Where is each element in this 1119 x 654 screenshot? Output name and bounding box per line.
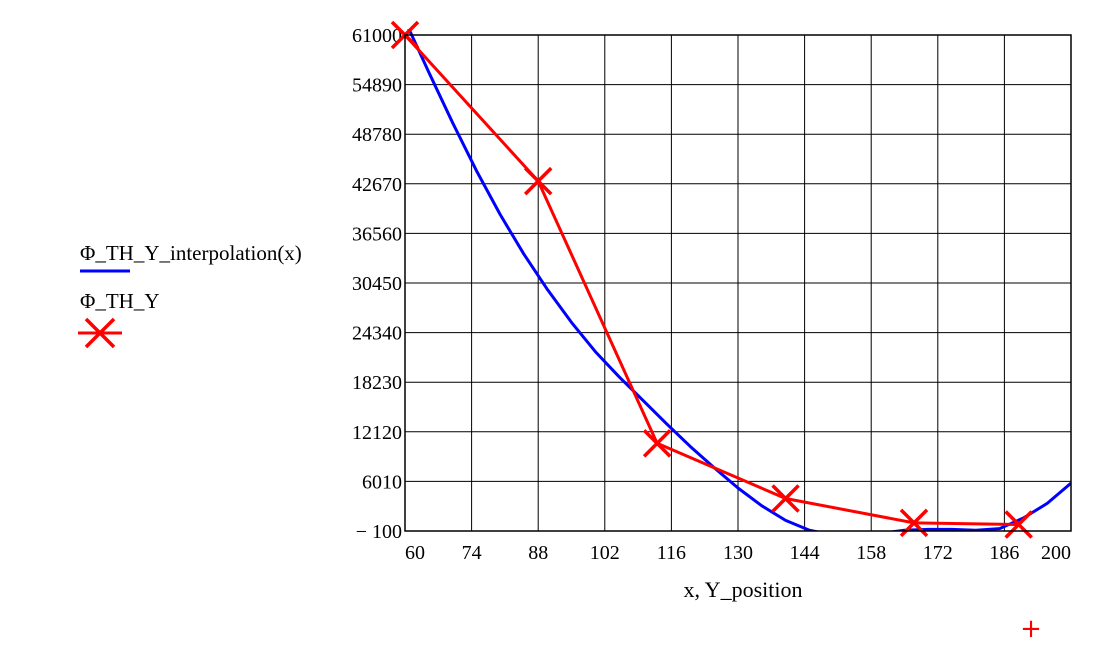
- x-tick-labels: 60 74 88 102 116 130 144 158 172 186 200: [405, 542, 1071, 564]
- x-tick-label: 130: [723, 542, 753, 564]
- y-tick-label: 42670: [352, 174, 402, 196]
- y-tick-label: 54890: [352, 75, 402, 97]
- data-point-marker: [1004, 510, 1033, 539]
- y-tick-label: 24340: [352, 323, 402, 345]
- y-tick-label: 30450: [352, 273, 402, 295]
- legend-label-phi-th-y: Φ_TH_Y: [80, 289, 160, 313]
- series-line-1: [405, 33, 1019, 526]
- legend: Φ_TH_Y_interpolation(x) Φ_TH_Y: [78, 241, 302, 349]
- grid: [404, 34, 1072, 532]
- y-tick-label: − 100: [356, 521, 402, 543]
- plot-frame: [404, 34, 1072, 532]
- stray-plus-marker: +: [1020, 614, 1042, 644]
- data-point-marker: [771, 484, 800, 513]
- series-layer: [390, 20, 1071, 539]
- x-axis-title: x, Y_position: [684, 577, 803, 602]
- y-tick-label: 18230: [352, 372, 402, 394]
- x-tick-label: 144: [790, 542, 820, 564]
- legend-label-interpolation: Φ_TH_Y_interpolation(x): [80, 241, 302, 265]
- legend-x-marker: [84, 317, 116, 349]
- y-tick-label: 36560: [352, 223, 402, 245]
- x-tick-label: 172: [923, 542, 953, 564]
- x-tick-label: 116: [657, 542, 686, 564]
- series-line-0: [407, 29, 1071, 531]
- y-tick-label: 6010: [362, 471, 402, 493]
- x-tick-label: 60: [405, 542, 425, 564]
- y-tick-label: 61000: [352, 25, 402, 47]
- y-tick-label: 48780: [352, 124, 402, 146]
- y-tick-label: 12120: [352, 422, 402, 444]
- x-tick-label: 102: [590, 542, 620, 564]
- y-tick-labels: − 100 6010 12120 18230 24340 30450 36560 42670 4…: [352, 25, 402, 543]
- data-point-marker: [523, 166, 553, 196]
- data-point-marker: [642, 429, 672, 458]
- x-tick-label: 186: [989, 542, 1019, 564]
- x-tick-label: 200: [1041, 542, 1071, 564]
- x-tick-label: 158: [856, 542, 886, 564]
- x-tick-label: 88: [528, 542, 548, 564]
- legend-marker-phi-th-y: [78, 317, 122, 349]
- x-tick-label: 74: [462, 542, 482, 564]
